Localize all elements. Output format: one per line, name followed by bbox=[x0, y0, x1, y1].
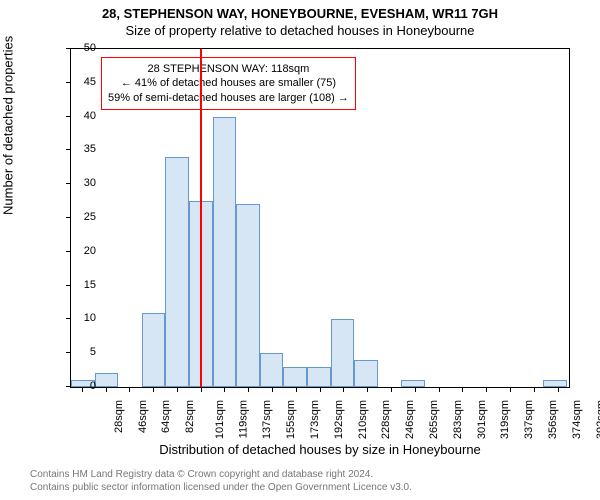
y-tick-label: 45 bbox=[72, 76, 96, 88]
x-tick-mark bbox=[486, 388, 487, 392]
x-tick-label: 319sqm bbox=[500, 400, 512, 439]
x-tick-mark bbox=[82, 388, 83, 392]
x-tick-label: 356sqm bbox=[547, 400, 559, 439]
annotation-line-3: 59% of semi-detached houses are larger (… bbox=[108, 91, 349, 105]
annotation-line-2: ← 41% of detached houses are smaller (75… bbox=[108, 76, 349, 90]
y-tick-mark bbox=[66, 217, 70, 218]
y-tick-mark bbox=[66, 116, 70, 117]
x-tick-mark bbox=[558, 388, 559, 392]
annotation-box: 28 STEPHENSON WAY: 118sqm ← 41% of detac… bbox=[101, 57, 356, 110]
y-tick-label: 30 bbox=[72, 177, 96, 189]
footer-line-1: Contains HM Land Registry data © Crown c… bbox=[30, 469, 412, 482]
x-tick-label: 119sqm bbox=[237, 400, 249, 438]
x-tick-label: 28sqm bbox=[113, 400, 125, 433]
y-tick-mark bbox=[66, 149, 70, 150]
histogram-bar bbox=[213, 117, 237, 387]
x-tick-mark bbox=[439, 388, 440, 392]
page-title: 28, STEPHENSON WAY, HONEYBOURNE, EVESHAM… bbox=[0, 0, 600, 21]
x-tick-label: 82sqm bbox=[184, 400, 196, 433]
y-tick-mark bbox=[66, 285, 70, 286]
histogram-bar bbox=[283, 367, 307, 387]
plot-area: 28 STEPHENSON WAY: 118sqm ← 41% of detac… bbox=[70, 48, 570, 388]
x-tick-label: 228sqm bbox=[381, 400, 393, 439]
x-tick-mark bbox=[177, 388, 178, 392]
x-tick-label: 173sqm bbox=[309, 400, 321, 439]
y-tick-mark bbox=[66, 251, 70, 252]
histogram-bar bbox=[236, 204, 260, 387]
histogram-bar bbox=[307, 367, 331, 387]
x-tick-label: 265sqm bbox=[428, 400, 440, 439]
x-tick-mark bbox=[201, 388, 202, 392]
y-tick-label: 20 bbox=[72, 245, 96, 257]
histogram-bar bbox=[165, 157, 189, 387]
x-axis-label: Distribution of detached houses by size … bbox=[70, 442, 570, 457]
y-tick-label: 35 bbox=[72, 143, 96, 155]
x-tick-label: 301sqm bbox=[476, 400, 488, 439]
y-tick-label: 10 bbox=[72, 312, 96, 324]
footer-line-2: Contains public sector information licen… bbox=[30, 482, 412, 495]
x-tick-mark bbox=[248, 388, 249, 392]
y-tick-label: 25 bbox=[72, 211, 96, 223]
x-tick-label: 374sqm bbox=[571, 400, 583, 439]
x-tick-mark bbox=[343, 388, 344, 392]
x-tick-label: 210sqm bbox=[357, 400, 369, 439]
x-tick-mark bbox=[272, 388, 273, 392]
x-tick-mark bbox=[462, 388, 463, 392]
x-tick-mark bbox=[106, 388, 107, 392]
annotation-line-1: 28 STEPHENSON WAY: 118sqm bbox=[108, 62, 349, 76]
x-tick-mark bbox=[296, 388, 297, 392]
x-tick-mark bbox=[367, 388, 368, 392]
histogram-bar bbox=[354, 360, 378, 387]
histogram-bar bbox=[543, 380, 567, 387]
y-tick-label: 15 bbox=[72, 279, 96, 291]
y-axis-label: Number of detached properties bbox=[1, 36, 16, 215]
histogram-bar bbox=[331, 319, 355, 387]
x-tick-label: 192sqm bbox=[333, 400, 345, 439]
x-tick-mark bbox=[224, 388, 225, 392]
y-tick-mark bbox=[66, 386, 70, 387]
y-tick-mark bbox=[66, 82, 70, 83]
x-tick-label: 64sqm bbox=[160, 400, 172, 433]
x-tick-mark bbox=[320, 388, 321, 392]
x-tick-label: 137sqm bbox=[262, 400, 274, 439]
x-tick-mark bbox=[534, 388, 535, 392]
histogram-bar bbox=[260, 353, 284, 387]
x-tick-mark bbox=[129, 388, 130, 392]
x-tick-mark bbox=[415, 388, 416, 392]
x-tick-label: 392sqm bbox=[595, 400, 600, 439]
histogram-bar bbox=[95, 373, 119, 387]
y-tick-label: 5 bbox=[72, 346, 96, 358]
page-subtitle: Size of property relative to detached ho… bbox=[0, 21, 600, 38]
x-tick-mark bbox=[391, 388, 392, 392]
chart-container: 28, STEPHENSON WAY, HONEYBOURNE, EVESHAM… bbox=[0, 0, 600, 500]
x-tick-label: 155sqm bbox=[285, 400, 297, 439]
footer-attribution: Contains HM Land Registry data © Crown c… bbox=[30, 469, 412, 494]
histogram-bar bbox=[142, 313, 166, 387]
x-tick-label: 337sqm bbox=[523, 400, 535, 439]
y-tick-mark bbox=[66, 48, 70, 49]
y-tick-label: 40 bbox=[72, 110, 96, 122]
x-tick-label: 246sqm bbox=[404, 400, 416, 439]
y-tick-label: 0 bbox=[72, 380, 96, 392]
reference-line bbox=[200, 49, 202, 387]
y-tick-mark bbox=[66, 318, 70, 319]
x-tick-mark bbox=[510, 388, 511, 392]
x-tick-mark bbox=[153, 388, 154, 392]
y-tick-mark bbox=[66, 352, 70, 353]
x-tick-label: 46sqm bbox=[137, 400, 149, 433]
x-tick-label: 101sqm bbox=[214, 400, 226, 439]
y-tick-mark bbox=[66, 183, 70, 184]
histogram-bar bbox=[401, 380, 425, 387]
y-tick-label: 50 bbox=[72, 42, 96, 54]
x-tick-label: 283sqm bbox=[452, 400, 464, 439]
